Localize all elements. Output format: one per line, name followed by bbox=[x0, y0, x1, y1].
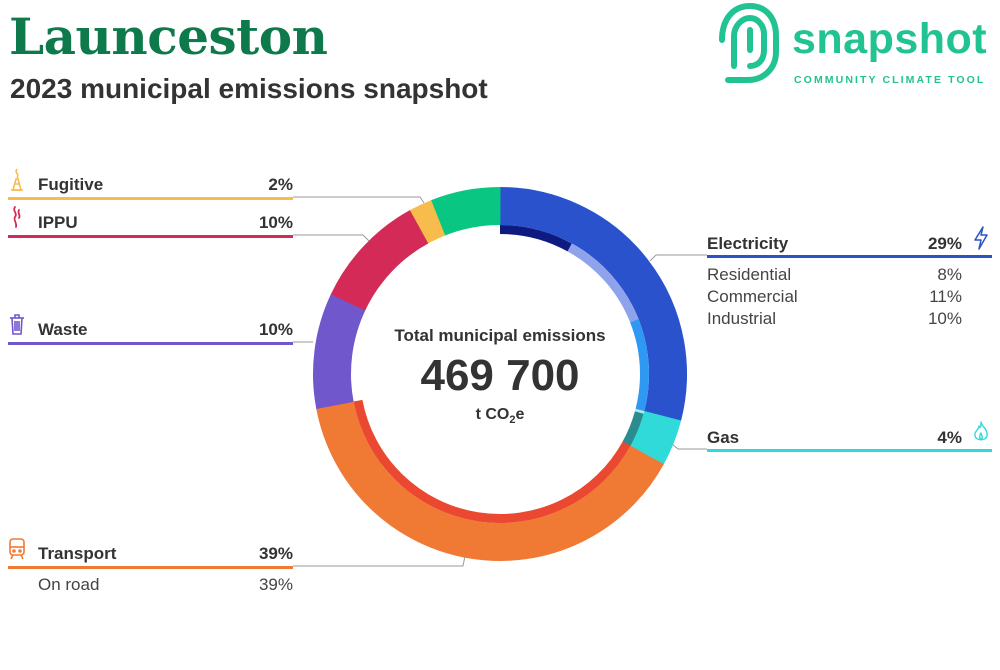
smokestack-icon bbox=[13, 206, 21, 228]
inner-ring bbox=[353, 225, 649, 523]
legend-ippu: IPPU 10% bbox=[8, 206, 293, 237]
gas-flare-icon bbox=[11, 168, 23, 191]
fingerprint-icon bbox=[719, 2, 779, 83]
leader-line-electricity bbox=[649, 254, 707, 262]
page-title: Launceston bbox=[9, 7, 328, 66]
trash-icon bbox=[10, 314, 24, 335]
donut-subslice-electricity-industrial bbox=[630, 319, 649, 412]
leader-line-fugitive bbox=[293, 196, 425, 204]
donut-subslice-electricity-commercial bbox=[567, 243, 639, 323]
logo-wordmark: snapshot bbox=[792, 15, 988, 63]
legend-waste-rule bbox=[8, 342, 293, 345]
legend-gas-rule bbox=[707, 449, 992, 452]
legend-electricity-commercial: Commercial 11% bbox=[707, 287, 962, 306]
flame-icon bbox=[974, 421, 988, 441]
legend-transport-rule bbox=[8, 566, 293, 569]
legend-electricity: Electricity 29% bbox=[707, 226, 992, 258]
donut-slice-ippu bbox=[330, 209, 429, 312]
legend-electricity-residential: Residential 8% bbox=[707, 265, 962, 284]
donut-slice-unlabeled bbox=[431, 186, 501, 236]
leader-lines bbox=[293, 196, 707, 567]
legend-transport-on-road: On road 39% bbox=[38, 575, 293, 594]
legend-gas: Gas 4% bbox=[707, 421, 992, 452]
legend-waste: Waste 10% bbox=[8, 314, 293, 344]
lightning-icon bbox=[974, 226, 988, 250]
donut-slice-waste bbox=[313, 293, 366, 410]
total-value: 469 700 bbox=[420, 351, 580, 400]
leader-line-ippu bbox=[293, 234, 370, 242]
train-icon bbox=[9, 538, 25, 560]
donut-slice-transport bbox=[316, 401, 664, 561]
legend-fugitive: Fugitive 2% bbox=[8, 168, 293, 199]
donut-slice-electricity bbox=[499, 187, 687, 421]
logo-tagline: COMMUNITY CLIMATE TOOL bbox=[794, 74, 986, 86]
snapshot-logo: snapshot COMMUNITY CLIMATE TOOL bbox=[712, 0, 1000, 92]
legend-transport: Transport 39% bbox=[8, 538, 293, 568]
legend-electricity-industrial: Industrial 10% bbox=[707, 309, 962, 328]
donut-center: Total municipal emissions 469 700 t CO2e bbox=[380, 326, 620, 426]
donut-subslice-electricity-residential bbox=[499, 225, 573, 252]
outer-ring bbox=[313, 186, 687, 561]
donut-subslice-transport-on-road bbox=[353, 399, 631, 523]
page-subtitle: 2023 municipal emissions snapshot bbox=[10, 73, 488, 104]
total-unit: t CO2e bbox=[475, 406, 525, 427]
donut-slice-gas bbox=[630, 410, 682, 465]
legend-ippu-rule bbox=[8, 235, 293, 238]
donut-subslice-gas-0 bbox=[634, 408, 645, 415]
donut-slice-fugitive bbox=[409, 199, 446, 244]
legend-electricity-rule bbox=[707, 255, 992, 258]
total-label: Total municipal emissions bbox=[394, 326, 606, 345]
leader-line-transport bbox=[293, 555, 466, 567]
leader-line-gas bbox=[671, 443, 707, 450]
legend-fugitive-rule bbox=[8, 197, 293, 200]
